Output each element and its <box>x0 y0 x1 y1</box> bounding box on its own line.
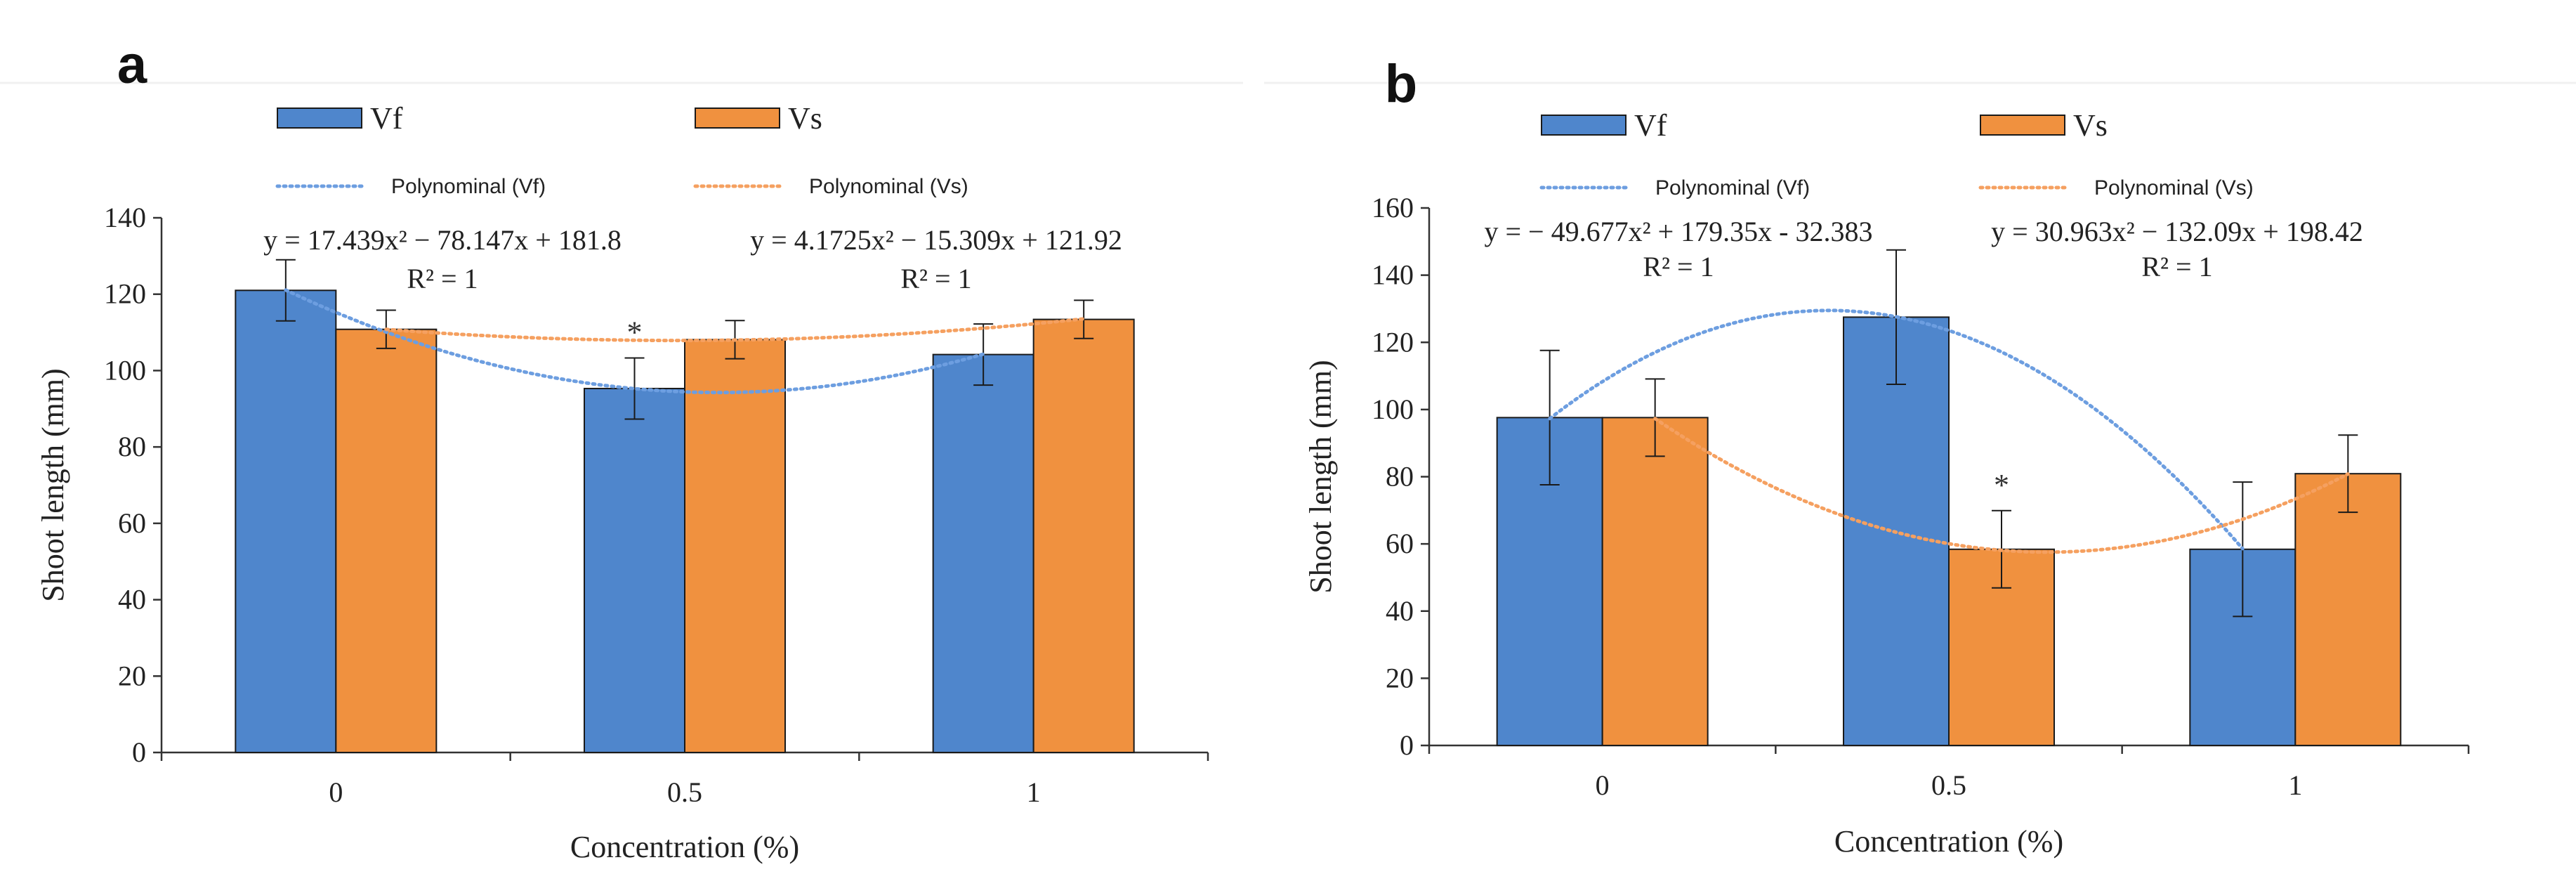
x-tick-label: 0 <box>1596 769 1610 801</box>
y-tick-label: 0 <box>132 736 146 768</box>
x-tick-label: 0.5 <box>667 776 702 808</box>
legend-label-vs: Vs <box>788 101 822 136</box>
trendline-equation: y = − 49.677x² + 179.35x - 32.383 <box>1485 216 1873 247</box>
y-tick-label: 40 <box>1386 595 1414 627</box>
panel-b: b 0 20 40 60 80 100 120 140 160 0 0.5 1 Shoot length … <box>1303 54 2470 859</box>
trendline-equation: y = 17.439x² − 78.147x + 181.8 <box>263 224 622 256</box>
y-tick-label: 60 <box>1386 528 1414 559</box>
y-tick-label: 100 <box>104 354 146 386</box>
y-tick-label: 120 <box>1372 326 1414 358</box>
panel-label: b <box>1385 54 1417 114</box>
legend-label-vf: Vf <box>1634 108 1667 143</box>
trendline-r2: R² = 1 <box>1643 251 1714 282</box>
legend-trend-label-vf: Polynominal (Vf) <box>391 175 546 198</box>
trendline-r2: R² = 1 <box>407 263 478 294</box>
y-tick-label: 80 <box>118 431 146 462</box>
y-tick-label: 160 <box>1372 192 1414 223</box>
y-tick-label: 120 <box>104 278 146 310</box>
trendline-vs <box>1653 417 2350 554</box>
bar-vf-1 <box>932 353 1034 753</box>
legend-swatch-vs <box>1980 115 2065 136</box>
legend-swatch-vs <box>695 107 780 129</box>
bar-vs-1 <box>1032 318 1135 753</box>
y-axis-title: Shoot length (mm) <box>1303 360 1338 593</box>
y-tick-label: 140 <box>1372 259 1414 291</box>
y-tick-label: 100 <box>1372 393 1414 425</box>
legend-label-vf: Vf <box>370 101 403 136</box>
legend-label-vs: Vs <box>2073 108 2108 143</box>
y-tick-label: 20 <box>118 660 146 691</box>
trendline-vs <box>384 317 1086 343</box>
trendline-equation: y = 4.1725x² − 15.309x + 121.92 <box>750 224 1122 256</box>
trendline-r2: R² = 1 <box>900 263 971 294</box>
y-tick-label: 40 <box>118 584 146 615</box>
panel-label: a <box>117 35 147 95</box>
bar-vf-0.5 <box>584 387 685 753</box>
legend-trend-label-vs: Polynominal (Vs) <box>2094 176 2254 200</box>
legend-swatch-vf <box>1541 115 1627 136</box>
bar-vs-1 <box>2294 473 2402 747</box>
bar-vs-0 <box>335 328 438 754</box>
x-tick-label: 1 <box>2288 769 2302 801</box>
legend-trend-label-vf: Polynominal (Vf) <box>1655 176 1810 200</box>
trendline-vf <box>1548 308 2245 551</box>
significance-marker: * <box>1994 468 2009 502</box>
bar-vs-0 <box>1601 417 1709 746</box>
legend-trend-label-vs: Polynominal (Vs) <box>809 175 968 198</box>
x-tick-label: 1 <box>1027 776 1041 808</box>
trendline-equation: y = 30.963x² − 132.09x + 198.42 <box>1991 216 2363 247</box>
y-tick-label: 140 <box>104 202 146 233</box>
x-axis-title: Concentration (%) <box>570 830 799 864</box>
y-tick-label: 60 <box>118 507 146 539</box>
y-tick-label: 20 <box>1386 662 1414 693</box>
panel-a: a 0 20 40 60 80 100 120 140 0 0.5 1 Shoot length (mm… <box>36 35 1209 864</box>
y-tick-label: 80 <box>1386 461 1414 493</box>
y-tick-label: 0 <box>1400 729 1414 761</box>
bar-vs-0.5 <box>684 339 786 753</box>
x-tick-label: 0 <box>329 776 343 808</box>
legend-swatch-vf <box>277 107 362 129</box>
significance-marker: * <box>627 315 643 349</box>
y-axis-title: Shoot length (mm) <box>36 368 70 601</box>
trendline-r2: R² = 1 <box>2141 251 2212 282</box>
bar-vf-0 <box>235 289 337 753</box>
x-axis-title: Concentration (%) <box>1834 824 2063 859</box>
trendline-vf <box>284 288 985 395</box>
x-tick-label: 0.5 <box>1931 769 1966 801</box>
